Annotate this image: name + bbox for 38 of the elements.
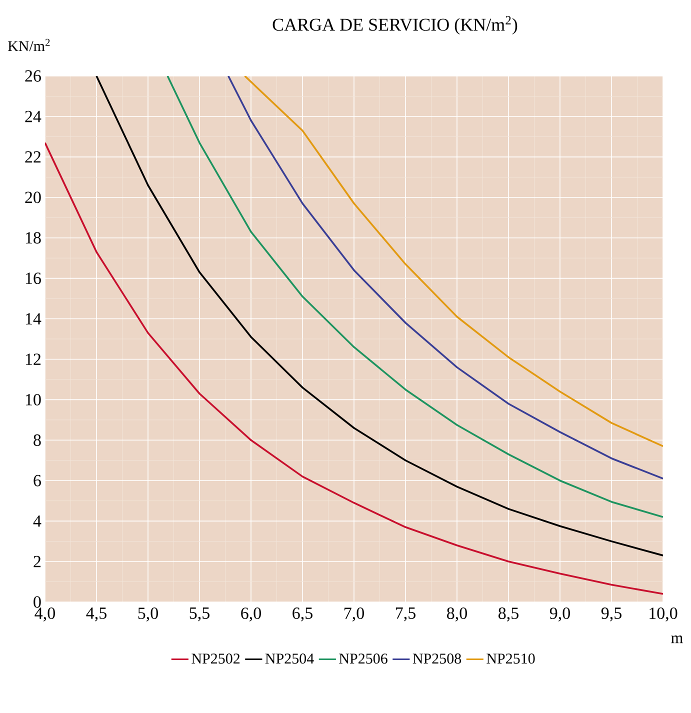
y-tick-label: 20 xyxy=(25,192,41,204)
x-tick-label: 4,5 xyxy=(86,608,106,622)
x-tick-label: 8,5 xyxy=(498,608,518,622)
chart-title: CARGA DE SERVICIO (KN/m$^{2}$) xyxy=(272,16,518,34)
y-tick-label: 18 xyxy=(26,232,41,244)
x-tick-label: 8,0 xyxy=(447,608,467,622)
x-tick-label: 7,0 xyxy=(344,608,364,622)
y-tick-label: 6 xyxy=(34,474,41,486)
y-tick-label: 26 xyxy=(25,70,41,82)
legend-label: NP2504 xyxy=(265,654,314,664)
x-axis-title: m xyxy=(671,636,683,644)
y-tick-label: 24 xyxy=(25,110,42,122)
x-tick-label: 5,5 xyxy=(190,608,210,622)
x-tick-label: 6,0 xyxy=(241,608,261,622)
y-tick-label: 4 xyxy=(33,515,42,527)
line-series xyxy=(96,76,663,556)
y-tick-label: 12 xyxy=(26,354,41,365)
y-axis-title: KN/m$^{2}$ xyxy=(8,38,50,52)
y-tick-label: 8 xyxy=(34,434,41,446)
line-series xyxy=(166,76,663,518)
legend-label: NP2502 xyxy=(192,654,240,664)
y-tick-label: 16 xyxy=(26,272,41,284)
x-tick-label: 4,0 xyxy=(34,608,55,622)
y-tick-label: 22 xyxy=(25,151,41,163)
y-tick-label: 10 xyxy=(26,394,41,406)
y-tick-label: 14 xyxy=(26,313,42,324)
x-tick-label: 7,5 xyxy=(396,608,416,622)
x-tick-label: 9,5 xyxy=(601,608,622,622)
legend-label: NP2510 xyxy=(486,654,535,664)
x-tick-label: 6,5 xyxy=(292,608,312,622)
y-tick-label: 0 xyxy=(34,596,41,608)
y-tick-label: 2 xyxy=(34,556,41,568)
x-tick-label: 9,0 xyxy=(550,608,570,622)
x-tick-label: 5,0 xyxy=(138,608,158,622)
legend-label: NP2508 xyxy=(412,654,462,664)
x-tick-label: 10,0 xyxy=(650,608,678,622)
line-series xyxy=(45,142,663,595)
legend-label: NP2506 xyxy=(339,654,388,664)
